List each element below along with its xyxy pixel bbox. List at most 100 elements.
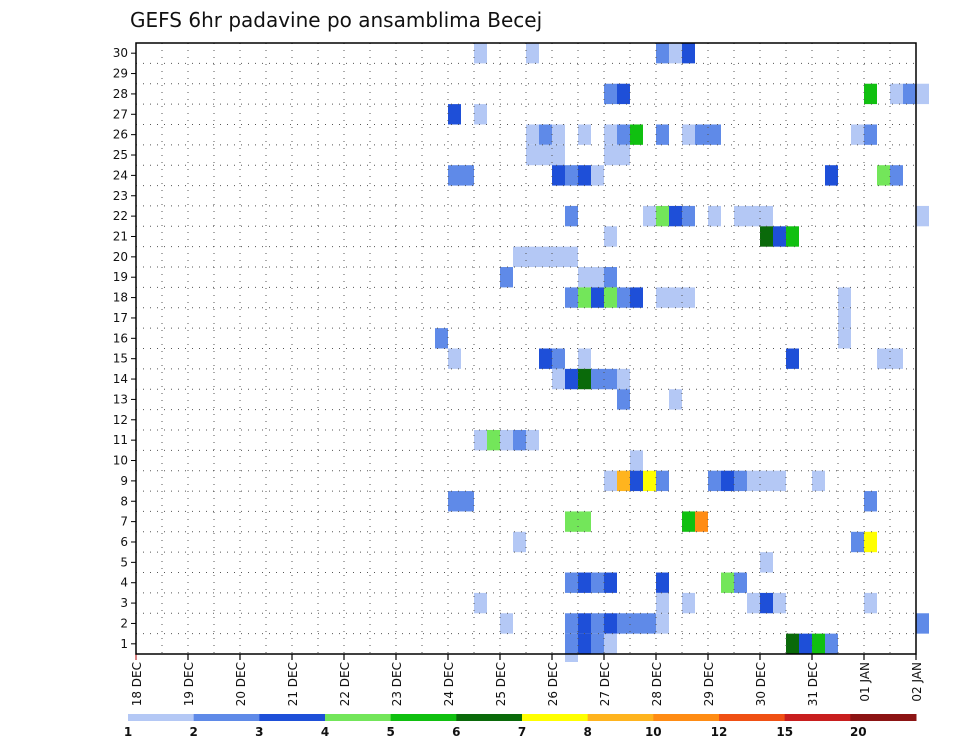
heatmap-cell	[565, 246, 578, 268]
heatmap-cell	[604, 124, 617, 145]
heatmap-cell	[916, 205, 929, 227]
heatmap-cell	[435, 328, 448, 349]
x-tick-label: 25 DEC	[494, 662, 508, 706]
colorbar-swatch	[784, 714, 851, 721]
heatmap-cell	[552, 124, 565, 145]
heatmap-cell	[617, 144, 630, 166]
heatmap-cell	[773, 226, 786, 247]
heatmap-cell	[604, 226, 617, 247]
heatmap-cell	[812, 633, 825, 654]
heatmap-cell	[877, 348, 890, 369]
colorbar-swatch	[719, 714, 786, 721]
colorbar-tick-label: 15	[776, 725, 793, 739]
heatmap-cell	[591, 368, 604, 390]
colorbar-swatch	[522, 714, 589, 721]
y-tick-label: 11	[113, 433, 128, 447]
y-tick-label: 29	[113, 67, 128, 81]
heatmap-cell	[708, 124, 721, 145]
heatmap-cell	[786, 633, 799, 654]
x-tick-label: 20 DEC	[234, 662, 248, 706]
heatmap-cell	[630, 450, 643, 471]
colorbar-swatch	[325, 714, 392, 721]
heatmap-cell	[669, 389, 682, 410]
colorbar-swatch	[259, 714, 326, 721]
heatmap-cell	[578, 165, 591, 186]
y-tick-label: 1	[120, 637, 128, 651]
heatmap-cell	[578, 368, 591, 390]
y-tick-label: 13	[113, 392, 128, 406]
heatmap-cell	[708, 205, 721, 227]
colorbar-tick-label: 3	[255, 725, 263, 739]
colorbar-tick-label: 8	[584, 725, 592, 739]
heatmap-cell	[604, 470, 617, 492]
y-tick-label: 2	[120, 616, 128, 630]
heatmap-cell	[500, 613, 513, 634]
heatmap-cell	[851, 531, 864, 553]
heatmap-cell	[461, 165, 474, 186]
heatmap-cell	[630, 124, 643, 145]
heatmap-cell	[773, 592, 786, 614]
heatmap-cell	[487, 429, 500, 451]
heatmap-cell	[565, 613, 578, 634]
heatmap-cell	[578, 633, 591, 654]
colorbar-swatch	[456, 714, 523, 721]
plot-frame	[135, 42, 917, 655]
heatmap-cell	[682, 205, 695, 227]
heatmap-cell	[513, 246, 526, 268]
heatmap-cell	[734, 470, 747, 492]
y-tick-label: 24	[113, 168, 128, 182]
y-tick-label: 4	[120, 576, 128, 590]
y-tick-label: 18	[113, 291, 128, 305]
heatmap-cell	[877, 165, 890, 186]
heatmap-cell	[695, 124, 708, 145]
y-tick-label: 21	[113, 230, 128, 244]
heatmap-cell	[825, 633, 838, 654]
heatmap-cell	[565, 511, 578, 532]
heatmap-cell	[630, 287, 643, 308]
colorbar-swatch	[390, 714, 457, 721]
y-tick-label: 28	[113, 87, 128, 101]
y-tick-label: 17	[113, 311, 128, 325]
heatmap-cell	[786, 226, 799, 247]
heatmap-cell	[669, 43, 682, 64]
heatmap-cell	[513, 429, 526, 451]
heatmap-cell	[656, 205, 669, 227]
heatmap-cell	[682, 124, 695, 145]
heatmap-cell	[656, 124, 669, 145]
y-tick-label: 8	[120, 494, 128, 508]
x-tick-label: 30 DEC	[754, 662, 768, 706]
heatmap-cell	[617, 287, 630, 308]
colorbar-tick-label: 7	[518, 725, 526, 739]
heatmap-cell	[500, 429, 513, 451]
heatmap-cell	[591, 613, 604, 634]
heatmap-cell	[604, 613, 617, 634]
heatmap-cell	[604, 267, 617, 288]
heatmap-cell	[708, 470, 721, 492]
heatmap-cell	[760, 205, 773, 227]
heatmap-cell	[838, 287, 851, 308]
y-tick-label: 20	[113, 250, 128, 264]
colorbar-tick-label: 10	[645, 725, 662, 739]
heatmap-cell	[903, 83, 916, 105]
heatmap-cell	[552, 246, 565, 268]
heatmap-cell	[591, 287, 604, 308]
colorbar-swatch	[128, 714, 195, 721]
x-tick-label: 18 DEC	[130, 662, 144, 706]
colorbar-swatch	[587, 714, 654, 721]
heatmap-cell	[760, 226, 773, 247]
heatmap-cell	[656, 613, 669, 634]
y-tick-label: 3	[120, 596, 128, 610]
y-tick-label: 25	[113, 148, 128, 162]
heatmap-cell	[578, 267, 591, 288]
heatmap-cells	[435, 43, 929, 662]
heatmap-cell	[747, 205, 760, 227]
heatmap-cell	[669, 205, 682, 227]
heatmap-cell	[539, 348, 552, 369]
heatmap-cell	[539, 246, 552, 268]
y-tick-label: 14	[113, 372, 128, 386]
x-tick-label: 24 DEC	[442, 662, 456, 706]
heatmap-cell	[864, 531, 877, 553]
heatmap-cell	[890, 165, 903, 186]
y-tick-label: 5	[120, 555, 128, 569]
heatmap-cell	[773, 470, 786, 492]
